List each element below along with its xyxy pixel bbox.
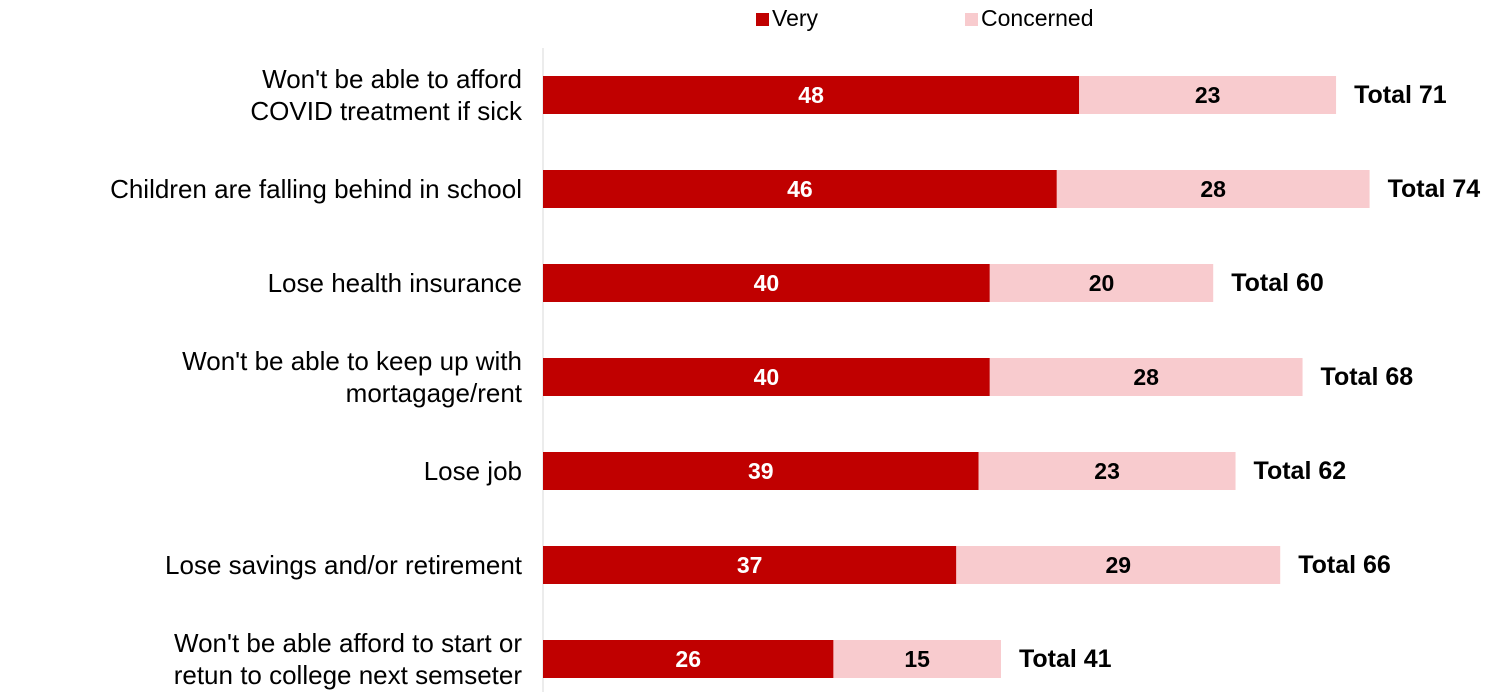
legend-item-very: Very: [756, 5, 819, 31]
bar-concerned: [1056, 170, 1370, 208]
total-label: Total 68: [1321, 363, 1414, 391]
legend-label: Very: [772, 5, 819, 31]
total-label: Total 62: [1254, 457, 1347, 485]
bar-concerned: [1079, 76, 1337, 114]
data-label-concerned: 15: [904, 646, 930, 672]
category-label: Won't be able afford to start or retun to…: [174, 628, 523, 690]
data-label-concerned: 23: [1094, 458, 1120, 484]
bars: 48 23 Total 71 46 28 Total 74 40 20 Total 60 40 28…: [543, 76, 1480, 678]
legend: Very Concerned: [756, 5, 1094, 31]
bar-very: [543, 170, 1057, 208]
bar-row: 40 20 Total 60: [543, 264, 1324, 302]
data-label-concerned: 20: [1089, 270, 1115, 296]
total-label: Total 71: [1354, 81, 1447, 109]
data-label-very: 37: [737, 552, 763, 578]
bar-very: [543, 546, 957, 584]
bar-very: [543, 264, 990, 302]
legend-swatch: [965, 13, 978, 26]
bar-row: 39 23 Total 62: [543, 452, 1346, 490]
total-label: Total 41: [1019, 645, 1112, 673]
data-label-very: 48: [798, 82, 824, 108]
data-label-concerned: 28: [1200, 176, 1226, 202]
bar-very: [543, 640, 834, 678]
bar-concerned: [978, 452, 1236, 490]
category-label: Won't be able to afford COVID treatment i…: [250, 64, 523, 126]
category-label: Lose health insurance: [268, 268, 522, 298]
data-label-concerned: 28: [1133, 364, 1159, 390]
legend-swatch: [756, 13, 769, 26]
data-label-very: 46: [787, 176, 813, 202]
bar-concerned: [833, 640, 1001, 678]
bar-row: 46 28 Total 74: [543, 170, 1480, 208]
bar-very: [543, 452, 979, 490]
bar-row: 37 29 Total 66: [543, 546, 1391, 584]
bar-very: [543, 358, 990, 396]
data-label-very: 26: [675, 646, 701, 672]
bar-concerned: [989, 358, 1303, 396]
data-label-very: 40: [754, 364, 780, 390]
bar-very: [543, 76, 1080, 114]
total-label: Total 60: [1231, 269, 1324, 297]
bar-concerned: [956, 546, 1281, 584]
legend-label: Concerned: [981, 5, 1094, 31]
category-labels: Won't be able to afford COVID treatment i…: [110, 64, 523, 690]
data-label-concerned: 29: [1105, 552, 1131, 578]
category-label: Children are falling behind in school: [110, 174, 522, 204]
total-label: Total 74: [1388, 175, 1481, 203]
bar-row: 48 23 Total 71: [543, 76, 1447, 114]
bar-row: 40 28 Total 68: [543, 358, 1413, 396]
data-label-very: 40: [754, 270, 780, 296]
data-label-very: 39: [748, 458, 774, 484]
category-label: Won't be able to keep up with mortagage/r…: [182, 346, 523, 408]
category-label: Lose job: [424, 456, 522, 486]
legend-item-concerned: Concerned: [965, 5, 1094, 31]
bar-row: 26 15 Total 41: [543, 640, 1112, 678]
data-label-concerned: 23: [1195, 82, 1221, 108]
total-label: Total 66: [1298, 551, 1391, 579]
category-label: Lose savings and/or retirement: [165, 550, 523, 580]
bar-concerned: [989, 264, 1214, 302]
